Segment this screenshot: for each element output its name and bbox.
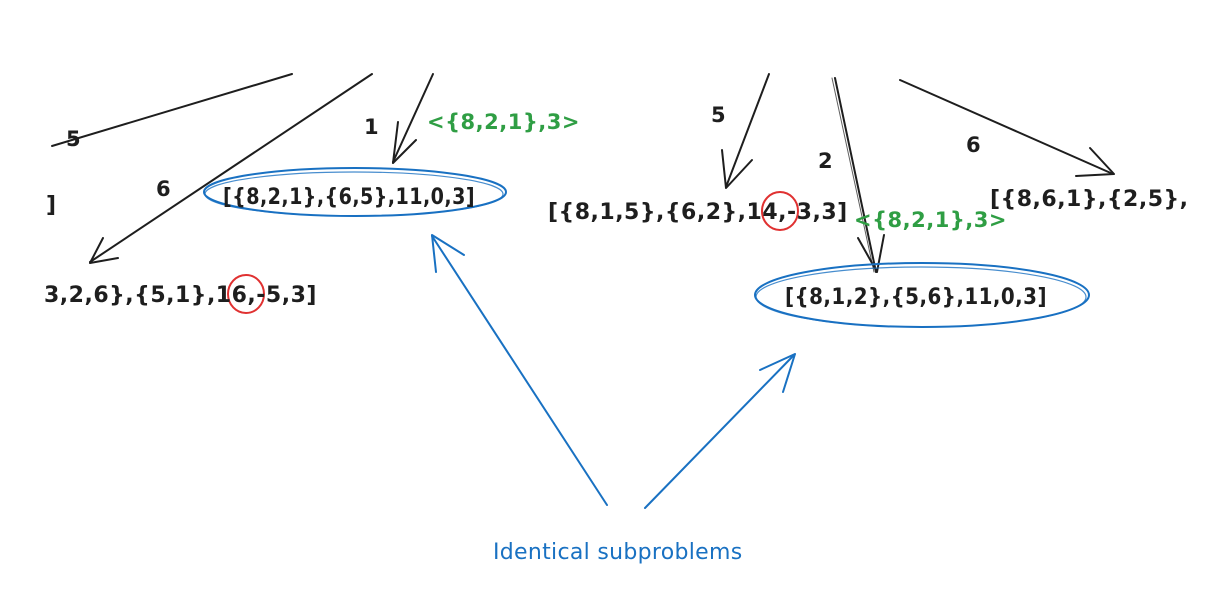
left-edge-weight-1: 1 [364,115,379,139]
right-left-node-negative: -3 [787,200,812,225]
left-bottom-node-prefix: 3,2,6},{5,1},16, [44,283,256,308]
edge-left-weight5 [51,73,293,147]
left-bottom-node: 3,2,6},{5,1},16,-5,3] [44,283,317,308]
right-edge-label-green: <{8,2,1},3> [854,208,1007,232]
edge-right-weight6 [899,79,1114,175]
right-edge-weight-6: 6 [966,133,981,157]
arrowhead-right-weight5 [721,149,753,189]
right-left-node: [{8,1,5},{6,2},14,-3,3] [548,200,848,225]
right-cut-node: [{8,6,1},{2,5}, [990,187,1189,212]
left-cut-node-bracket: ] [46,193,57,218]
subproblem-highlight-left [203,167,507,217]
annotation-arrow-right [644,354,795,509]
left-bottom-node-negative: -5 [256,283,281,308]
edge-right-weight2 [834,77,877,273]
right-edge-weight-2: 2 [818,149,833,173]
edge-left-weight1 [392,73,434,163]
left-bottom-node-suffix: ,3] [282,283,317,308]
right-edge-weight-5: 5 [711,103,726,127]
arrowhead-left-weight6 [89,237,119,264]
right-left-node-suffix: ,3] [812,200,847,225]
subproblem-highlight-right [754,262,1090,328]
edge-right-weight5 [725,73,770,188]
left-circled-node: [{8,2,1},{6,5},11,0,3] [223,185,475,210]
identical-subproblems-caption: Identical subproblems [493,540,743,565]
edge-left-weight6 [89,73,373,263]
annotation-arrows [431,234,796,509]
left-edge-label-green: <{8,2,1},3> [427,110,580,134]
negative-circle-left-node [227,274,265,314]
arrowhead-left-weight1 [392,121,417,164]
left-edge-weight-5: 5 [66,127,81,151]
right-tree-edges [721,73,1115,273]
negative-circle-right-node [761,191,799,231]
arrowhead-right-weight6 [1075,147,1115,177]
annotation-arrow-left [431,235,608,506]
left-tree-edges [51,73,434,264]
left-edge-weight-6: 6 [156,177,171,201]
right-circled-node: [{8,1,2},{5,6},11,0,3] [785,285,1047,310]
arrowhead-right-weight2 [857,234,885,273]
right-left-node-prefix: [{8,1,5},{6,2},14, [548,200,787,225]
